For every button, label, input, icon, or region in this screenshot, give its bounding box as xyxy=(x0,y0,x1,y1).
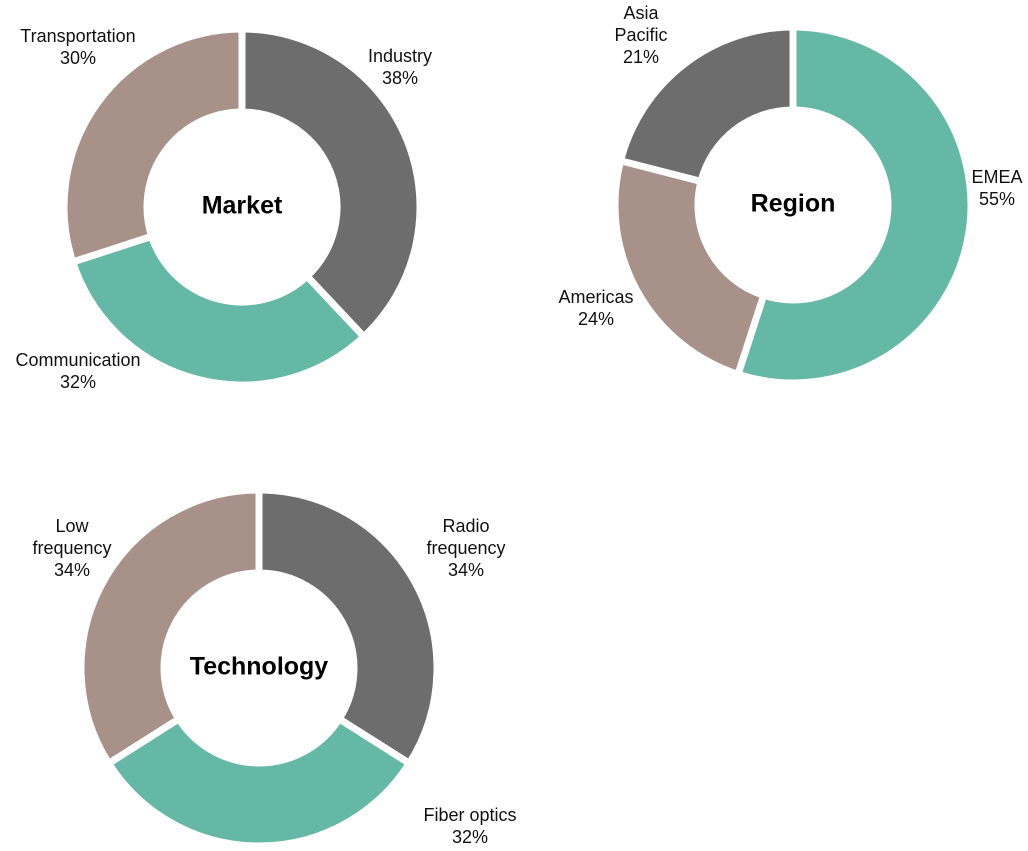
donut-slice xyxy=(77,486,263,769)
value-label: 34% xyxy=(53,560,91,580)
category-label: Industry xyxy=(367,46,433,66)
category-label: Fiber optics xyxy=(423,805,517,825)
donut-slice xyxy=(60,25,246,267)
chart-title: Market xyxy=(202,192,283,220)
slice-label: Communication 32% xyxy=(0,349,158,393)
donut-slice xyxy=(103,714,415,850)
value-label: 30% xyxy=(59,48,97,68)
category-label: Transportation xyxy=(20,26,136,46)
category-label: Americas xyxy=(558,287,634,307)
slice-label: Asia Pacific 21% xyxy=(606,2,676,68)
category-label: Asia Pacific xyxy=(614,3,668,45)
slice-label: Low frequency 34% xyxy=(22,515,122,581)
value-label: 38% xyxy=(381,68,419,88)
donut-slice xyxy=(611,156,769,379)
donut-slice xyxy=(255,486,441,769)
slice-label: Industry 38% xyxy=(330,45,470,89)
category-label: Radio frequency xyxy=(426,516,506,558)
donut-slice xyxy=(616,23,797,186)
value-label: 55% xyxy=(978,189,1016,209)
category-label: EMEA xyxy=(971,167,1023,187)
slice-label: Radio frequency 34% xyxy=(416,515,516,581)
category-label: Communication xyxy=(15,350,141,370)
value-label: 21% xyxy=(622,47,660,67)
donut-slice xyxy=(238,25,424,342)
donut-slice xyxy=(733,23,975,387)
chart-title: Technology xyxy=(190,653,329,681)
slice-label: Americas 24% xyxy=(541,286,651,330)
value-label: 32% xyxy=(59,372,97,392)
donut-slice xyxy=(68,231,369,389)
slice-label: EMEA 55% xyxy=(957,166,1028,210)
slice-label: Fiber optics 32% xyxy=(400,804,540,848)
value-label: 32% xyxy=(451,827,489,847)
slice-label: Transportation 30% xyxy=(0,25,158,69)
category-label: Low frequency xyxy=(32,516,112,558)
value-label: 34% xyxy=(447,560,485,580)
value-label: 24% xyxy=(577,309,615,329)
chart-title: Region xyxy=(751,190,836,218)
